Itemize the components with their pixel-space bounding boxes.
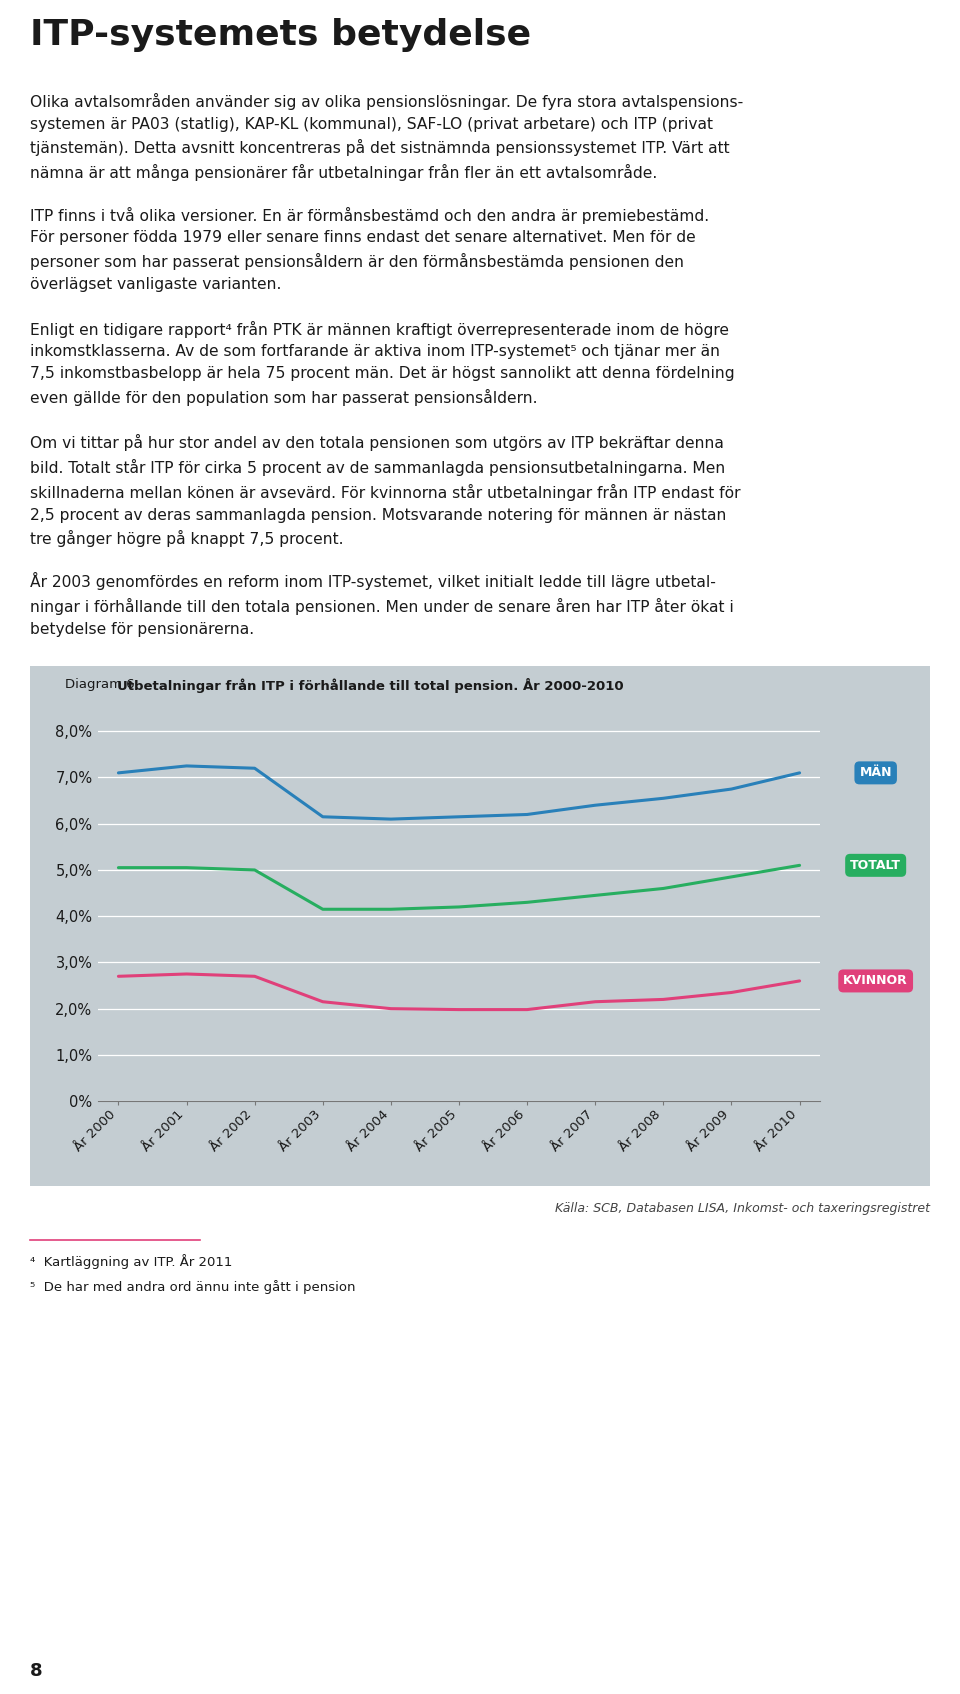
FancyBboxPatch shape [30,666,930,1186]
Text: Diagram 6.: Diagram 6. [65,678,143,691]
Text: ⁵  De har med andra ord ännu inte gått i pension: ⁵ De har med andra ord ännu inte gått i … [30,1281,355,1294]
Text: TOTALT: TOTALT [851,859,901,872]
Text: Källa: SCB, Databasen LISA, Inkomst- och taxeringsregistret: Källa: SCB, Databasen LISA, Inkomst- och… [555,1203,930,1215]
Text: KVINNOR: KVINNOR [843,974,908,988]
Text: Utbetalningar från ITP i förhållande till total pension. År 2000-2010: Utbetalningar från ITP i förhållande til… [117,678,624,693]
Text: Olika avtalsområden använder sig av olika pensionslösningar. De fyra stora avtal: Olika avtalsområden använder sig av olik… [30,93,743,181]
Text: ITP finns i två olika versioner. En är förmånsbestämd och den andra är premiebes: ITP finns i två olika versioner. En är f… [30,207,709,291]
Text: 8: 8 [30,1662,42,1680]
Text: År 2003 genomfördes en reform inom ITP-systemet, vilket initialt ledde till lägr: År 2003 genomfördes en reform inom ITP-s… [30,573,733,637]
Text: MÄN: MÄN [859,766,892,779]
Text: Enligt en tidigare rapport⁴ från PTK är männen kraftigt överrepresenterade inom : Enligt en tidigare rapport⁴ från PTK är … [30,320,734,405]
Text: Om vi tittar på hur stor andel av den totala pensionen som utgörs av ITP bekräft: Om vi tittar på hur stor andel av den to… [30,434,740,547]
Text: ⁴  Kartläggning av ITP. År 2011: ⁴ Kartläggning av ITP. År 2011 [30,1254,232,1269]
Text: ITP-systemets betydelse: ITP-systemets betydelse [30,19,531,53]
